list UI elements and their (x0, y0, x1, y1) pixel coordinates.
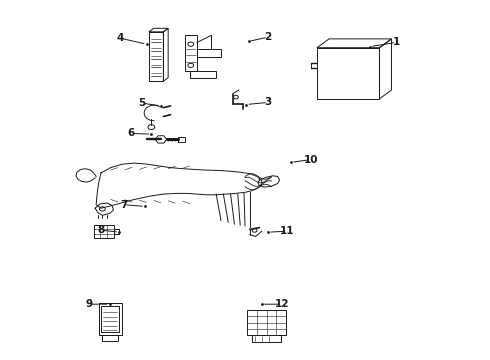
Text: 6: 6 (127, 129, 134, 139)
Text: 11: 11 (280, 226, 294, 236)
Text: 7: 7 (121, 200, 128, 210)
Text: 9: 9 (85, 299, 93, 309)
Text: 1: 1 (392, 37, 400, 48)
Text: 12: 12 (275, 299, 290, 309)
Text: 3: 3 (265, 98, 271, 107)
Text: 10: 10 (304, 154, 318, 165)
Text: 2: 2 (265, 32, 271, 42)
Text: 8: 8 (98, 225, 104, 235)
Text: 4: 4 (117, 33, 124, 43)
Text: 5: 5 (138, 98, 146, 108)
